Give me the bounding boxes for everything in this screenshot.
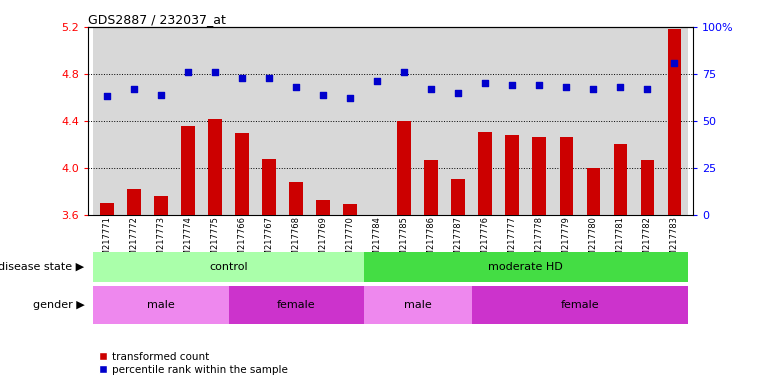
Bar bbox=[120, 27, 148, 215]
Legend: transformed count, percentile rank within the sample: transformed count, percentile rank withi… bbox=[93, 348, 292, 379]
Bar bbox=[208, 119, 222, 215]
Bar bbox=[235, 133, 249, 215]
Bar bbox=[667, 29, 681, 215]
Point bbox=[668, 60, 680, 66]
Bar bbox=[201, 27, 228, 215]
Bar bbox=[661, 27, 688, 215]
Bar bbox=[127, 189, 141, 215]
Text: male: male bbox=[404, 300, 431, 310]
Bar bbox=[472, 286, 688, 324]
Point bbox=[182, 69, 194, 75]
Bar bbox=[640, 160, 654, 215]
Bar bbox=[587, 168, 600, 215]
Bar bbox=[472, 27, 499, 215]
Bar bbox=[633, 27, 661, 215]
Bar bbox=[256, 27, 283, 215]
Bar bbox=[525, 27, 553, 215]
Point bbox=[506, 82, 519, 88]
Bar bbox=[93, 27, 120, 215]
Point bbox=[425, 86, 437, 92]
Point bbox=[614, 84, 627, 90]
Bar bbox=[371, 215, 384, 255]
Bar bbox=[398, 121, 411, 215]
Bar bbox=[336, 27, 364, 215]
Bar bbox=[182, 126, 195, 215]
Bar bbox=[499, 27, 525, 215]
Point bbox=[371, 78, 383, 84]
Text: disease state ▶: disease state ▶ bbox=[0, 262, 84, 272]
Bar bbox=[364, 252, 688, 282]
Point bbox=[344, 95, 356, 101]
Point bbox=[236, 74, 248, 81]
Point bbox=[452, 90, 464, 96]
Bar bbox=[607, 27, 633, 215]
Point bbox=[479, 80, 491, 86]
Bar bbox=[559, 137, 573, 215]
Bar bbox=[451, 179, 465, 215]
Point bbox=[101, 93, 113, 99]
Bar bbox=[532, 137, 546, 215]
Bar bbox=[417, 27, 445, 215]
Point bbox=[560, 84, 572, 90]
Bar bbox=[290, 182, 303, 215]
Bar bbox=[364, 286, 472, 324]
Bar bbox=[580, 27, 607, 215]
Bar bbox=[309, 27, 336, 215]
Text: control: control bbox=[209, 262, 248, 272]
Bar bbox=[343, 204, 357, 215]
Text: male: male bbox=[147, 300, 175, 310]
Point bbox=[317, 91, 329, 98]
Point bbox=[641, 86, 653, 92]
Point bbox=[155, 91, 167, 98]
Bar bbox=[391, 27, 417, 215]
Bar bbox=[100, 203, 114, 215]
Bar bbox=[445, 27, 472, 215]
Bar bbox=[553, 27, 580, 215]
Point bbox=[533, 82, 545, 88]
Bar bbox=[154, 196, 168, 215]
Bar bbox=[614, 144, 627, 215]
Bar bbox=[316, 200, 330, 215]
Bar bbox=[228, 27, 256, 215]
Text: moderate HD: moderate HD bbox=[489, 262, 563, 272]
Point bbox=[209, 69, 221, 75]
Point bbox=[290, 84, 303, 90]
Text: GDS2887 / 232037_at: GDS2887 / 232037_at bbox=[88, 13, 226, 26]
Bar bbox=[148, 27, 175, 215]
Bar bbox=[506, 135, 519, 215]
Bar bbox=[262, 159, 276, 215]
Text: gender ▶: gender ▶ bbox=[32, 300, 84, 310]
Point bbox=[263, 74, 275, 81]
Bar bbox=[283, 27, 309, 215]
Text: female: female bbox=[277, 300, 316, 310]
Bar bbox=[93, 286, 228, 324]
Point bbox=[398, 69, 411, 75]
Text: female: female bbox=[561, 300, 599, 310]
Bar bbox=[364, 27, 391, 215]
Bar bbox=[424, 160, 438, 215]
Bar bbox=[93, 252, 364, 282]
Point bbox=[128, 86, 140, 92]
Bar bbox=[479, 132, 492, 215]
Bar bbox=[175, 27, 201, 215]
Point bbox=[588, 86, 600, 92]
Bar bbox=[228, 286, 364, 324]
